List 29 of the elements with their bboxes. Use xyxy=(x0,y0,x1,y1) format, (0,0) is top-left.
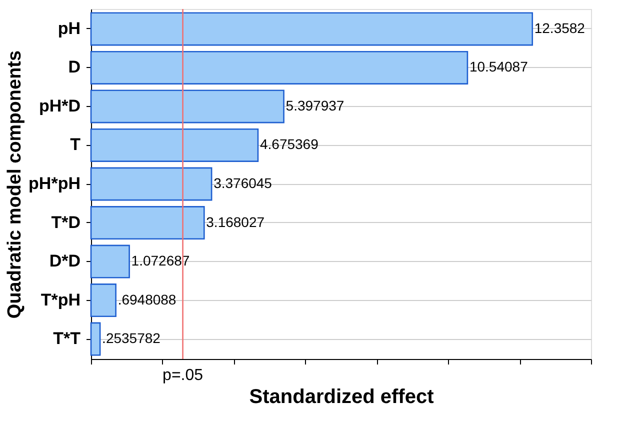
y-tick-label: pH xyxy=(58,18,80,38)
y-axis-title: Quadratic model components xyxy=(4,50,26,319)
bar xyxy=(90,167,212,201)
y-tick-label: T*D xyxy=(51,212,80,232)
bar xyxy=(90,50,468,84)
bar xyxy=(90,284,116,318)
y-tick-label: T*T xyxy=(53,329,82,348)
data-label: .6948088 xyxy=(118,291,176,308)
bar xyxy=(90,128,259,162)
y-tick-label: T xyxy=(70,135,82,154)
y-tick-label: D*D xyxy=(49,252,80,271)
y-tick-label: T*pH xyxy=(40,290,80,310)
data-label: 5.397937 xyxy=(286,97,344,114)
bar xyxy=(90,244,130,278)
bar xyxy=(90,206,205,240)
data-label: 3.376045 xyxy=(214,175,272,191)
bar xyxy=(90,90,284,124)
x-axis-title: Standardized effect xyxy=(249,386,434,408)
y-tick-label: D xyxy=(68,58,80,77)
bar xyxy=(90,12,534,46)
data-label: 4.675369 xyxy=(260,136,319,152)
y-tick-label: pH*pH xyxy=(28,174,80,193)
ref-line-label: p=.05 xyxy=(162,367,204,384)
data-label: .2535782 xyxy=(102,330,161,346)
data-label: 10.54087 xyxy=(469,58,528,75)
data-label: 12.3582 xyxy=(534,20,586,36)
bar xyxy=(90,322,101,356)
y-tick-label: pH*D xyxy=(38,96,80,116)
data-label: 3.168027 xyxy=(206,214,265,230)
